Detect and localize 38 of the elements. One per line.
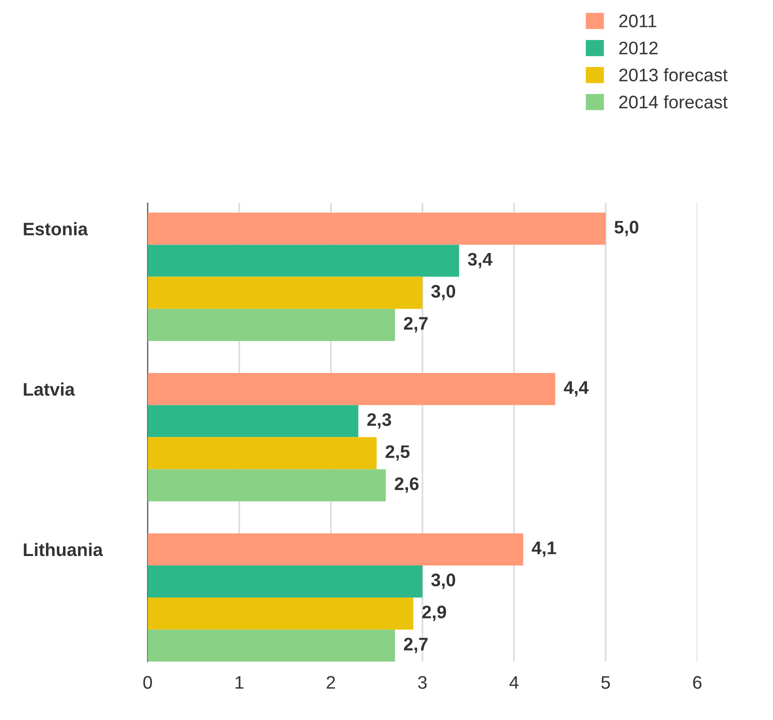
x-tick-label: 5	[601, 676, 610, 689]
legend-label: 2011	[619, 14, 656, 28]
data-label: 2,7	[404, 316, 428, 332]
legend-label: 2014 forecast	[619, 95, 728, 108]
data-label: 5,0	[614, 220, 638, 236]
data-label: 2,9	[422, 606, 446, 622]
bar	[148, 565, 422, 598]
legend-label: 2013 forecast	[619, 68, 728, 82]
bar	[148, 469, 386, 502]
bar	[148, 598, 414, 630]
bar	[148, 212, 606, 245]
x-tick-label: 6	[693, 676, 702, 689]
x-tick-label: 2	[326, 676, 335, 689]
data-label: 2,6	[394, 477, 419, 493]
bar	[148, 630, 395, 662]
bar	[148, 533, 524, 566]
data-label: 3,4	[468, 252, 492, 268]
data-label: 2,5	[386, 445, 410, 461]
bar	[148, 405, 358, 438]
y-tick-label: Latvia	[24, 382, 75, 396]
data-label: 2,7	[404, 638, 428, 654]
bar	[148, 244, 460, 277]
x-tick-label: 1	[236, 676, 244, 689]
y-tick-label: Estonia	[24, 222, 88, 236]
bar	[148, 276, 422, 309]
bar	[148, 437, 377, 470]
y-tick-label: Lithuania	[24, 542, 104, 556]
bar	[148, 373, 556, 406]
data-label: 4,4	[564, 381, 589, 397]
data-label: 2,3	[367, 413, 392, 429]
data-label: 3,0	[431, 574, 456, 589]
bar	[148, 308, 395, 341]
legend-label: 2012	[619, 42, 658, 54]
x-tick-label: 3	[418, 676, 427, 689]
data-label: 4,1	[532, 542, 556, 557]
data-label: 3,0	[431, 284, 456, 300]
x-tick-label: 0	[143, 676, 152, 689]
x-tick-label: 4	[509, 676, 519, 689]
